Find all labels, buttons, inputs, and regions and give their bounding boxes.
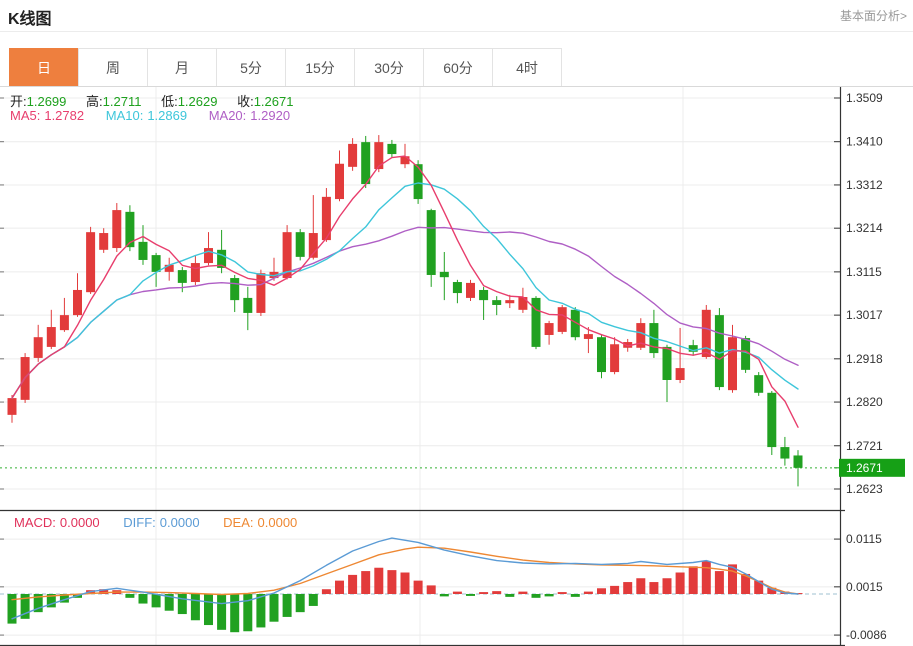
period-tab-4时[interactable]: 4时 xyxy=(492,48,562,87)
period-tab-日[interactable]: 日 xyxy=(9,48,79,87)
period-tab-月[interactable]: 月 xyxy=(147,48,217,87)
svg-text:1.2721: 1.2721 xyxy=(846,439,883,453)
page-title: K线图 xyxy=(8,11,52,28)
svg-text:1.3509: 1.3509 xyxy=(846,91,883,105)
fundamental-analysis-link[interactable]: 基本面分析> xyxy=(839,9,907,23)
svg-text:1.3312: 1.3312 xyxy=(846,178,883,192)
svg-text:0.0115: 0.0115 xyxy=(846,532,882,546)
svg-text:1.3115: 1.3115 xyxy=(846,265,882,279)
period-tab-30分[interactable]: 30分 xyxy=(354,48,424,87)
period-tab-5分[interactable]: 5分 xyxy=(216,48,286,87)
svg-text:0.0015: 0.0015 xyxy=(846,580,883,594)
svg-text:-0.0086: -0.0086 xyxy=(846,628,887,642)
period-tab-15分[interactable]: 15分 xyxy=(285,48,355,87)
svg-text:1.2623: 1.2623 xyxy=(846,482,883,496)
period-tabbar: 日周月 5分 15分 30分 60分 4时 xyxy=(9,48,562,87)
svg-text:1.3017: 1.3017 xyxy=(846,308,883,322)
title-divider xyxy=(0,31,913,32)
svg-text:1.2820: 1.2820 xyxy=(846,395,883,409)
svg-text:1.2671: 1.2671 xyxy=(846,461,883,475)
svg-text:1.3214: 1.3214 xyxy=(846,221,883,235)
svg-text:1.2918: 1.2918 xyxy=(846,352,883,366)
period-tab-60分[interactable]: 60分 xyxy=(423,48,493,87)
period-tab-周[interactable]: 周 xyxy=(78,48,148,87)
tabbar-bottom-border xyxy=(0,86,913,87)
svg-text:1.3410: 1.3410 xyxy=(846,135,883,149)
